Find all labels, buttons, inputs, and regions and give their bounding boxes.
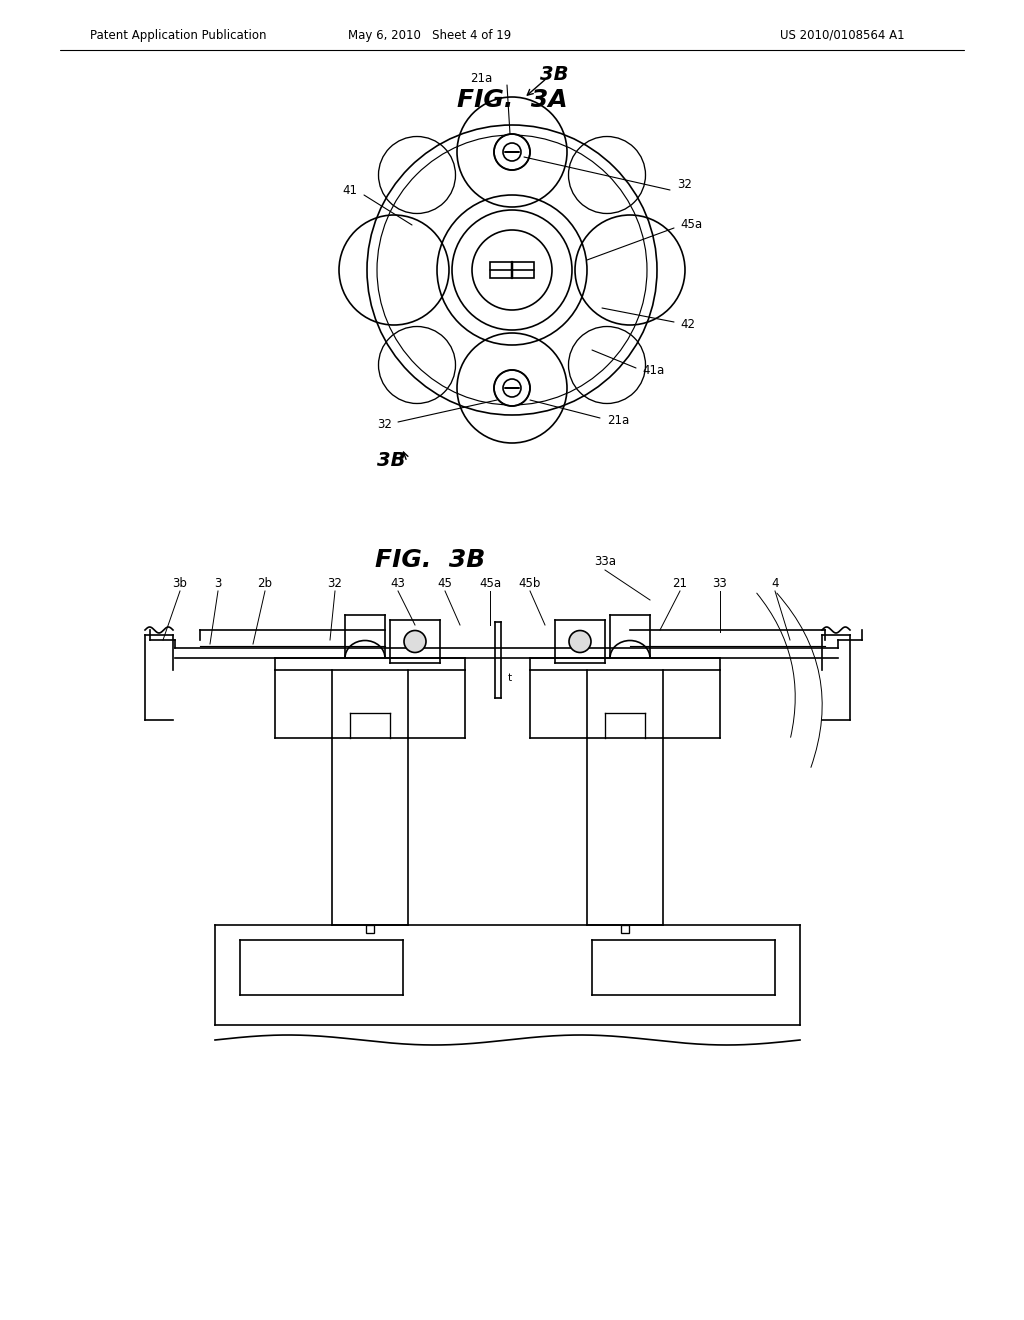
Text: 32: 32 <box>377 418 392 432</box>
Text: Patent Application Publication: Patent Application Publication <box>90 29 266 41</box>
Text: 2b: 2b <box>257 577 272 590</box>
Text: 3b: 3b <box>173 577 187 590</box>
Text: 3: 3 <box>214 577 221 590</box>
Text: 3B: 3B <box>540 66 568 84</box>
Circle shape <box>494 135 530 170</box>
Text: 41: 41 <box>342 183 357 197</box>
Text: 21a: 21a <box>607 413 630 426</box>
Text: 42: 42 <box>680 318 695 331</box>
Circle shape <box>404 631 426 652</box>
Text: 45a: 45a <box>479 577 501 590</box>
Text: 43: 43 <box>390 577 406 590</box>
Text: 33: 33 <box>713 577 727 590</box>
Text: 45a: 45a <box>680 219 702 231</box>
Text: 4: 4 <box>771 577 778 590</box>
Circle shape <box>569 631 591 652</box>
Text: 45: 45 <box>437 577 453 590</box>
Circle shape <box>494 370 530 407</box>
Text: 45b: 45b <box>519 577 542 590</box>
Text: 21: 21 <box>673 577 687 590</box>
Text: 21a: 21a <box>470 71 492 84</box>
Text: 32: 32 <box>677 178 692 191</box>
Text: FIG.  3A: FIG. 3A <box>457 88 567 112</box>
Text: 32: 32 <box>328 577 342 590</box>
Bar <box>366 925 374 933</box>
Text: May 6, 2010   Sheet 4 of 19: May 6, 2010 Sheet 4 of 19 <box>348 29 512 41</box>
Bar <box>621 925 629 933</box>
Text: 33a: 33a <box>594 554 616 568</box>
Text: FIG.  3B: FIG. 3B <box>375 548 485 572</box>
Text: 3B: 3B <box>377 450 406 470</box>
Text: US 2010/0108564 A1: US 2010/0108564 A1 <box>780 29 904 41</box>
Text: 41a: 41a <box>642 363 665 376</box>
Bar <box>490 261 534 279</box>
Text: t: t <box>508 673 512 682</box>
